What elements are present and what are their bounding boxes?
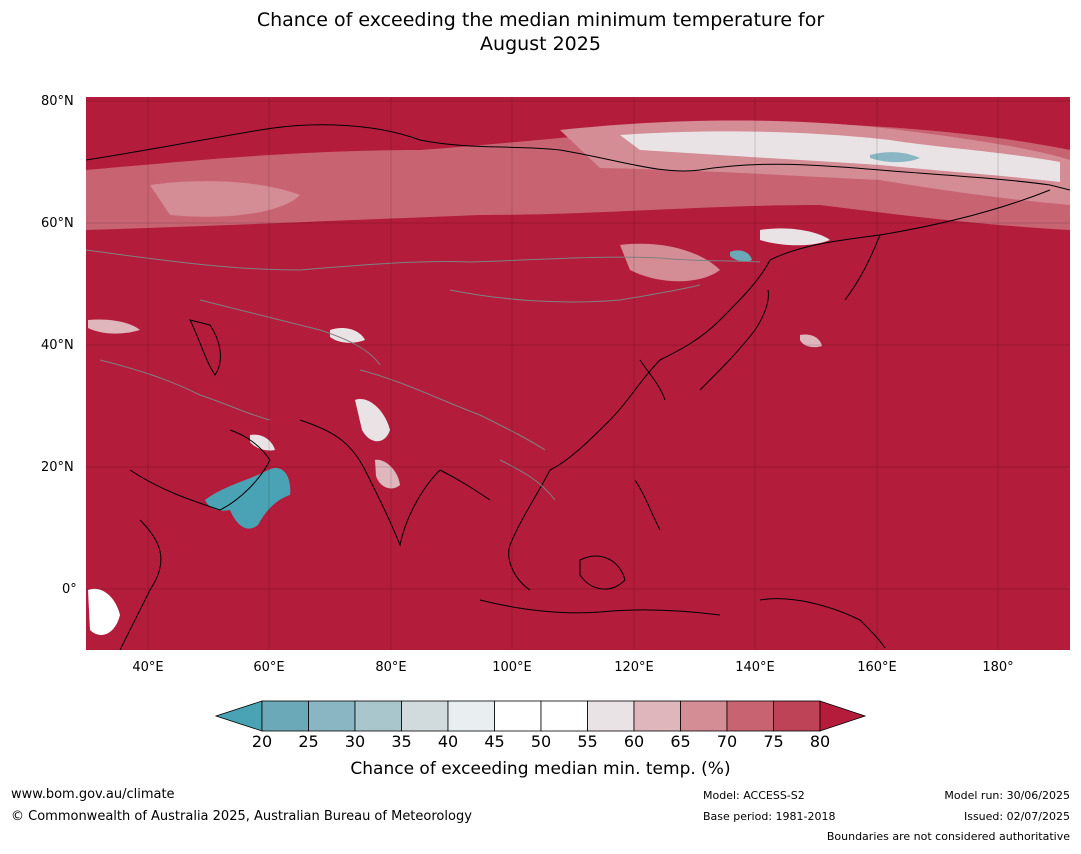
lon-label-60e: 60°E	[253, 660, 285, 675]
colorbar-tick-label: 45	[484, 732, 505, 751]
coastline-philippines	[634, 479, 661, 531]
lat-label-0: 0°	[62, 582, 77, 597]
lon-label-40e: 40°E	[132, 660, 164, 675]
lat-label-20n: 20°N	[41, 460, 74, 475]
lat-label-60n: 60°N	[41, 216, 74, 231]
colorbar-cell	[261, 700, 309, 732]
colorbar-cell	[680, 700, 728, 732]
graticule	[86, 97, 1070, 650]
colorbar-tick-label: 75	[763, 732, 784, 751]
colorbar-cell	[633, 700, 681, 732]
footer-base-period: Base period: 1981-2018	[703, 810, 836, 823]
colorbar-cells	[214, 700, 867, 732]
contour-55-okhotsk	[760, 228, 830, 246]
colorbar-cell	[587, 700, 635, 732]
colorbar-tick-label: 65	[670, 732, 691, 751]
coastline-india	[299, 419, 441, 547]
border-central-asia	[199, 299, 381, 366]
coastline-borneo	[579, 555, 626, 590]
coastline-indonesia	[479, 599, 721, 616]
coastlines	[86, 124, 1070, 650]
colorbar	[214, 700, 867, 732]
country-borders	[86, 249, 761, 501]
colorbar-tick-label: 35	[391, 732, 412, 751]
colorbar-under-arrow	[214, 700, 263, 732]
colorbar-tick-label: 20	[251, 732, 273, 751]
footer-boundaries: Boundaries are not considered authoritat…	[826, 830, 1070, 843]
border-china-mongolia	[449, 284, 701, 303]
border-china-india	[359, 369, 546, 451]
footer-model: Model: ACCESS-S2	[703, 789, 805, 802]
lat-label-80n: 80°N	[41, 94, 74, 109]
colorbar-tick-label: 30	[344, 732, 366, 751]
footer-issued: Issued: 02/07/2025	[963, 810, 1070, 823]
footer-model-run: Model run: 30/06/2025	[944, 789, 1070, 802]
contour-55-gulf	[250, 434, 275, 451]
contour-65-mongolia	[620, 243, 720, 282]
contour-45-east-africa	[88, 588, 120, 635]
contour-55-tibet	[355, 399, 390, 442]
contour-65-scandinavia	[150, 181, 300, 217]
colorbar-tick-label: 55	[577, 732, 598, 751]
contour-55-siberia	[620, 131, 1060, 182]
lon-label-120e: 120°E	[614, 660, 654, 675]
title-line-2: August 2025	[480, 33, 601, 55]
coastline-southeast-asia	[508, 469, 551, 591]
colorbar-cell	[540, 700, 588, 732]
coastline-arabia	[129, 429, 271, 511]
probability-contours	[86, 120, 1070, 635]
contour-60-india	[375, 459, 400, 489]
colorbar-tick-label: 80	[809, 732, 831, 751]
colorbar-tick-label: 25	[298, 732, 319, 751]
coastline-caspian	[189, 319, 221, 376]
title-line-1: Chance of exceeding the median minimum t…	[256, 9, 825, 31]
colorbar-cell	[447, 700, 495, 732]
colorbar-tick-label: 50	[530, 732, 552, 751]
coastline-arctic	[86, 124, 1070, 191]
contour-35-siberia	[870, 152, 920, 163]
contour-30-sakhalin	[730, 250, 752, 262]
contour-30-arabian-sea	[205, 468, 291, 529]
colorbar-cell	[354, 700, 402, 732]
colorbar-cell	[401, 700, 449, 732]
contour-60-black-sea	[88, 319, 140, 334]
lon-label-100e: 100°E	[492, 660, 532, 675]
coastline-kamchatka	[844, 234, 881, 301]
colorbar-tick-label: 40	[437, 732, 459, 751]
colorbar-cell	[494, 700, 542, 732]
lat-label-40n: 40°N	[41, 338, 74, 353]
map-title: Chance of exceeding the median minimum t…	[0, 8, 1081, 56]
lon-label-80e: 80°E	[375, 660, 407, 675]
coastline-korea	[639, 359, 666, 401]
coastline-japan	[699, 289, 769, 391]
coastline-bay-of-bengal	[439, 469, 491, 501]
footer-url[interactable]: www.bom.gov.au/climate	[11, 787, 175, 802]
colorbar-label: Chance of exceeding median min. temp. (%…	[350, 759, 731, 779]
colorbar-cell	[308, 700, 356, 732]
contour-55-central-asia	[330, 328, 365, 343]
border-middle-east	[99, 359, 271, 421]
colorbar-tick-label: 70	[716, 732, 738, 751]
lon-label-160e: 160°E	[857, 660, 897, 675]
lon-label-140e: 140°E	[735, 660, 775, 675]
coastline-pacific	[549, 189, 1051, 471]
colorbar-cell	[726, 700, 774, 732]
footer-copyright: © Commonwealth of Australia 2025, Austra…	[11, 809, 472, 824]
border-southeast-asia	[499, 459, 556, 501]
lon-label-180: 180°	[982, 660, 1014, 675]
colorbar-tick-label: 60	[623, 732, 645, 751]
contour-60-japan-east	[800, 334, 822, 348]
colorbar-over-arrow	[819, 700, 867, 732]
coastline-africa-horn	[119, 519, 162, 650]
border-russia-south	[86, 249, 761, 271]
colorbar-cell	[773, 700, 821, 732]
coastline-new-guinea	[759, 598, 886, 649]
